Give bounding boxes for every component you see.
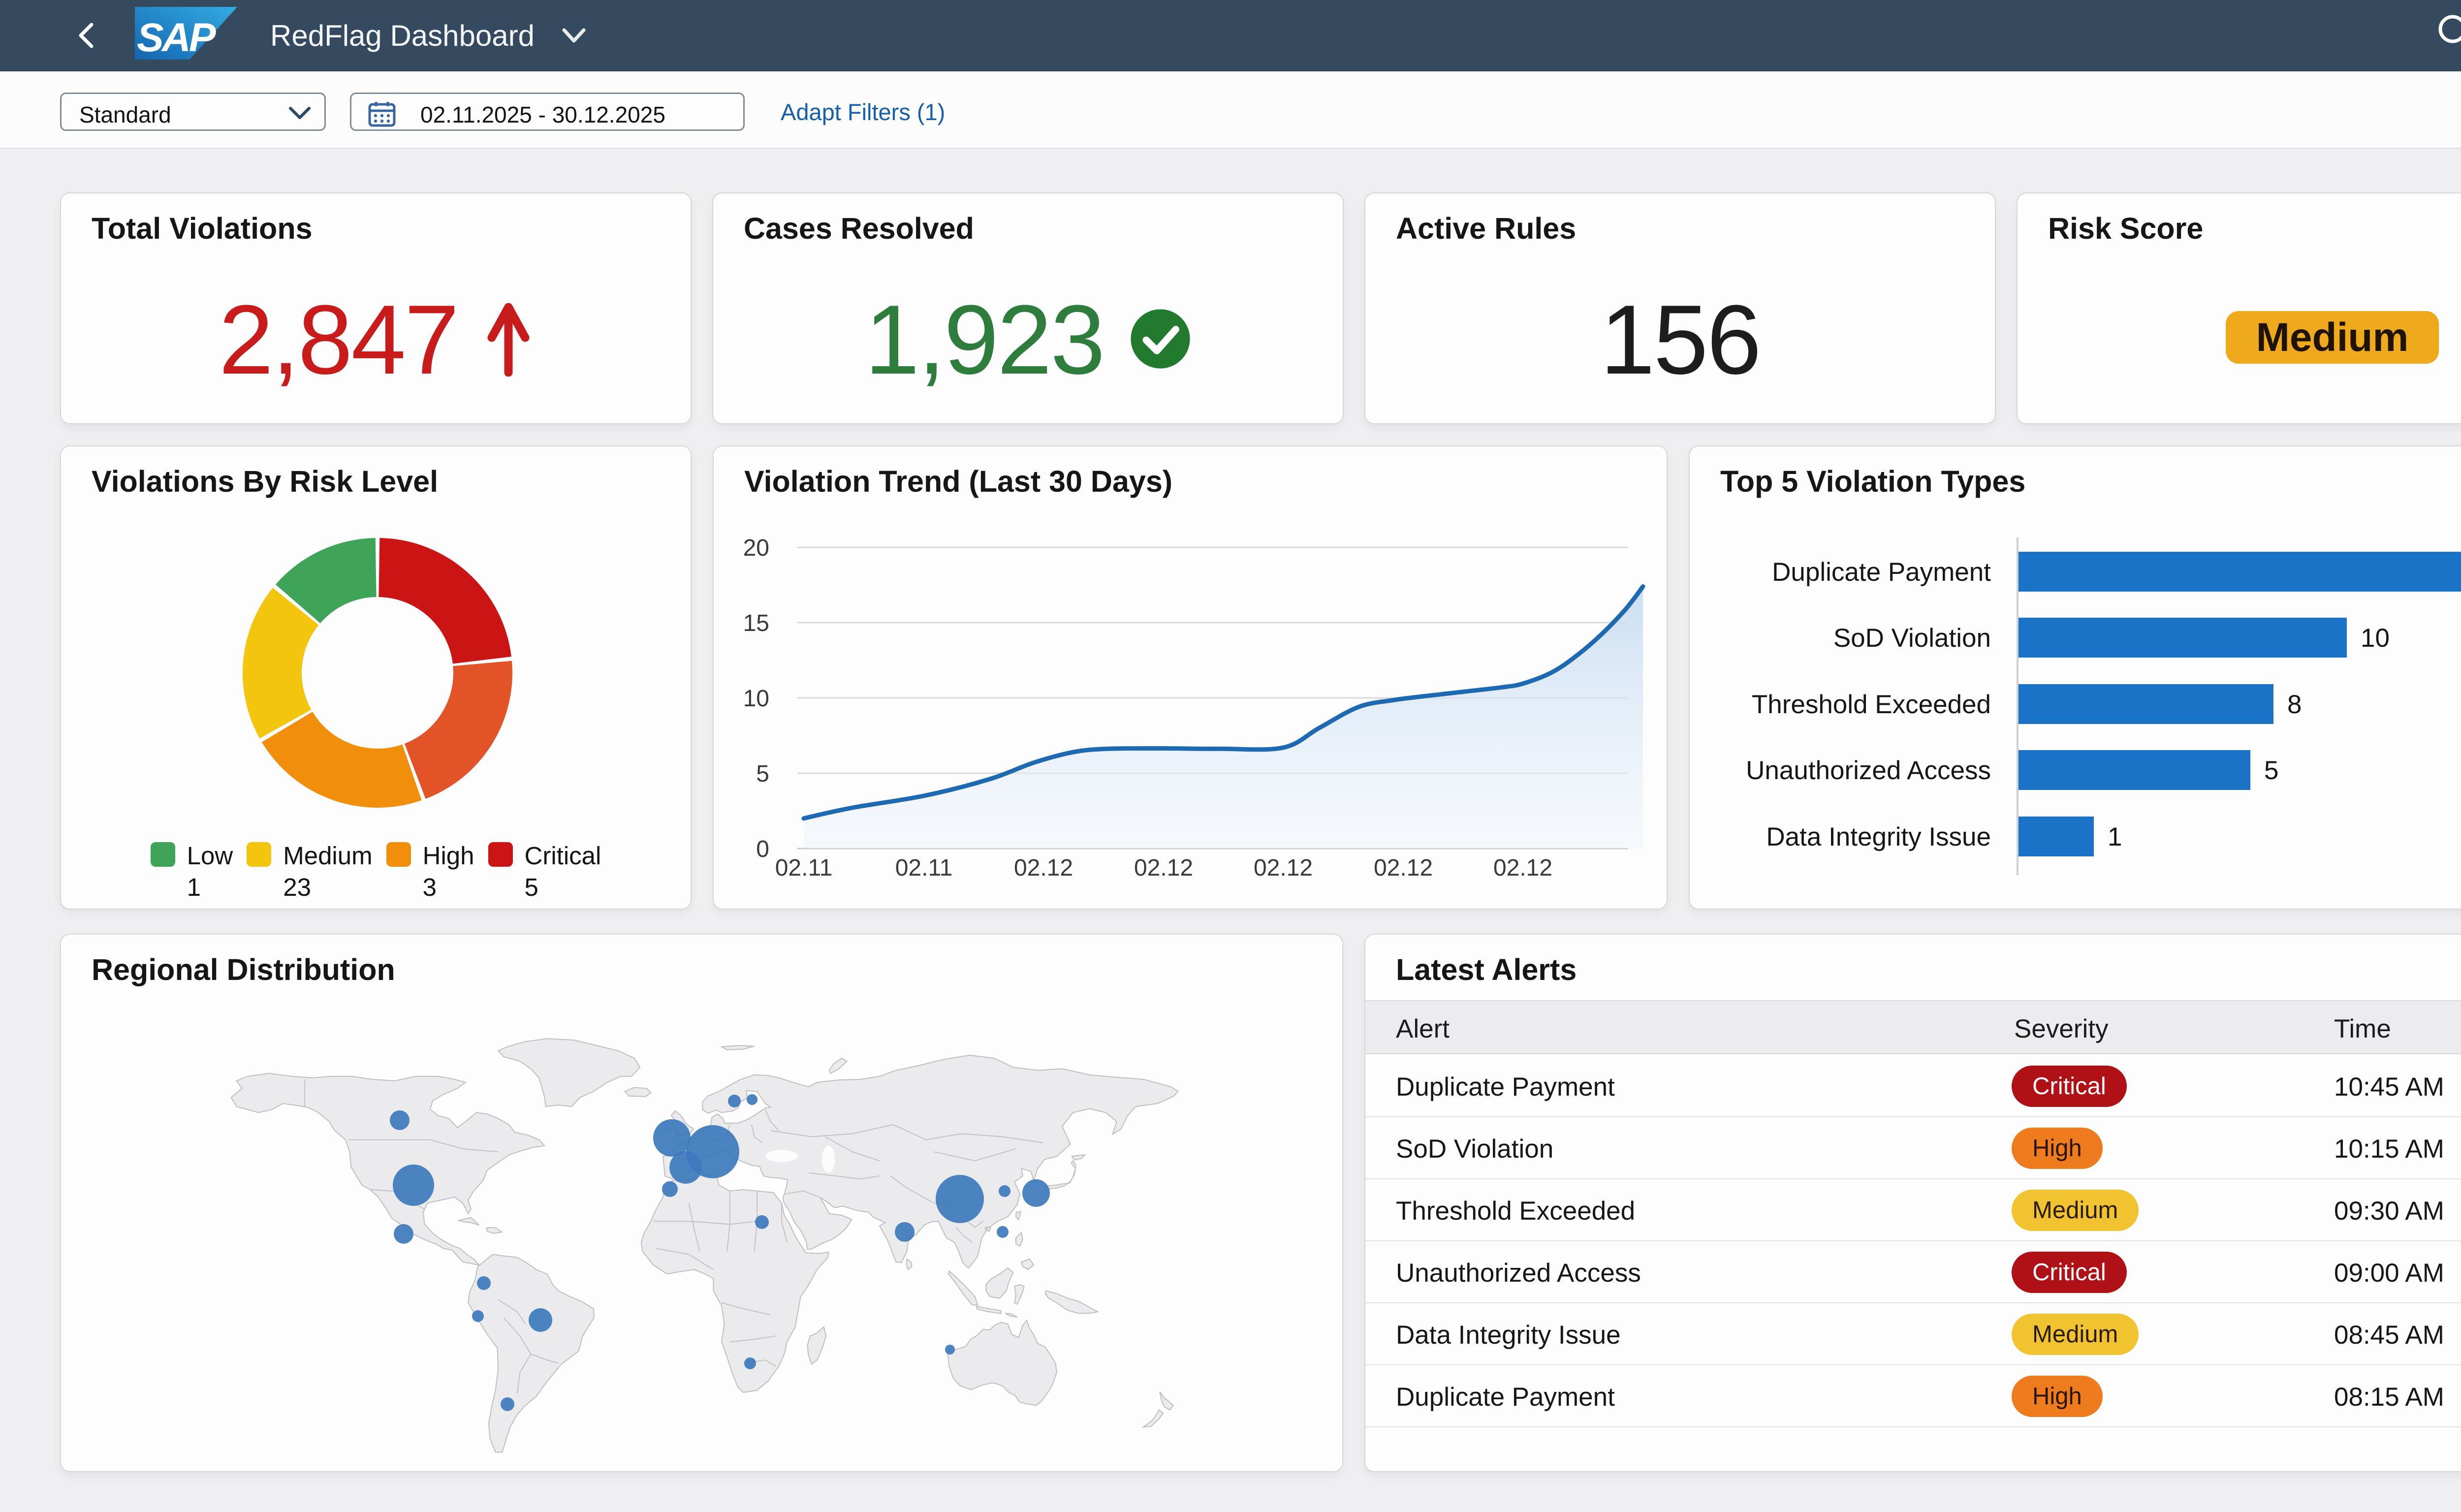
svg-text:20: 20 — [743, 535, 769, 561]
svg-text:5: 5 — [2264, 756, 2278, 785]
svg-text:02.12: 02.12 — [1493, 855, 1552, 881]
svg-text:Threshold Exceeded: Threshold Exceeded — [1752, 690, 1991, 719]
svg-text:02.12: 02.12 — [1014, 855, 1073, 881]
svg-text:SAP: SAP — [137, 15, 216, 60]
svg-text:8: 8 — [2287, 690, 2302, 719]
svg-text:0: 0 — [756, 836, 769, 862]
svg-text:Unauthorized Access: Unauthorized Access — [1746, 756, 1991, 785]
svg-text:Duplicate Payment: Duplicate Payment — [1772, 558, 1991, 587]
svg-text:02.11: 02.11 — [775, 855, 833, 881]
svg-text:1: 1 — [2108, 822, 2122, 851]
svg-text:10: 10 — [2361, 624, 2390, 653]
svg-text:02.12: 02.12 — [1254, 855, 1313, 881]
svg-text:SoD Violation: SoD Violation — [1833, 624, 1991, 653]
svg-text:02.12: 02.12 — [1374, 855, 1433, 881]
svg-text:15: 15 — [743, 610, 769, 636]
svg-text:Data Integrity Issue: Data Integrity Issue — [1766, 822, 1991, 851]
svg-text:5: 5 — [756, 761, 769, 787]
svg-text:02.12: 02.12 — [1134, 855, 1193, 881]
svg-text:10: 10 — [743, 686, 769, 712]
svg-text:02.11: 02.11 — [895, 855, 953, 881]
